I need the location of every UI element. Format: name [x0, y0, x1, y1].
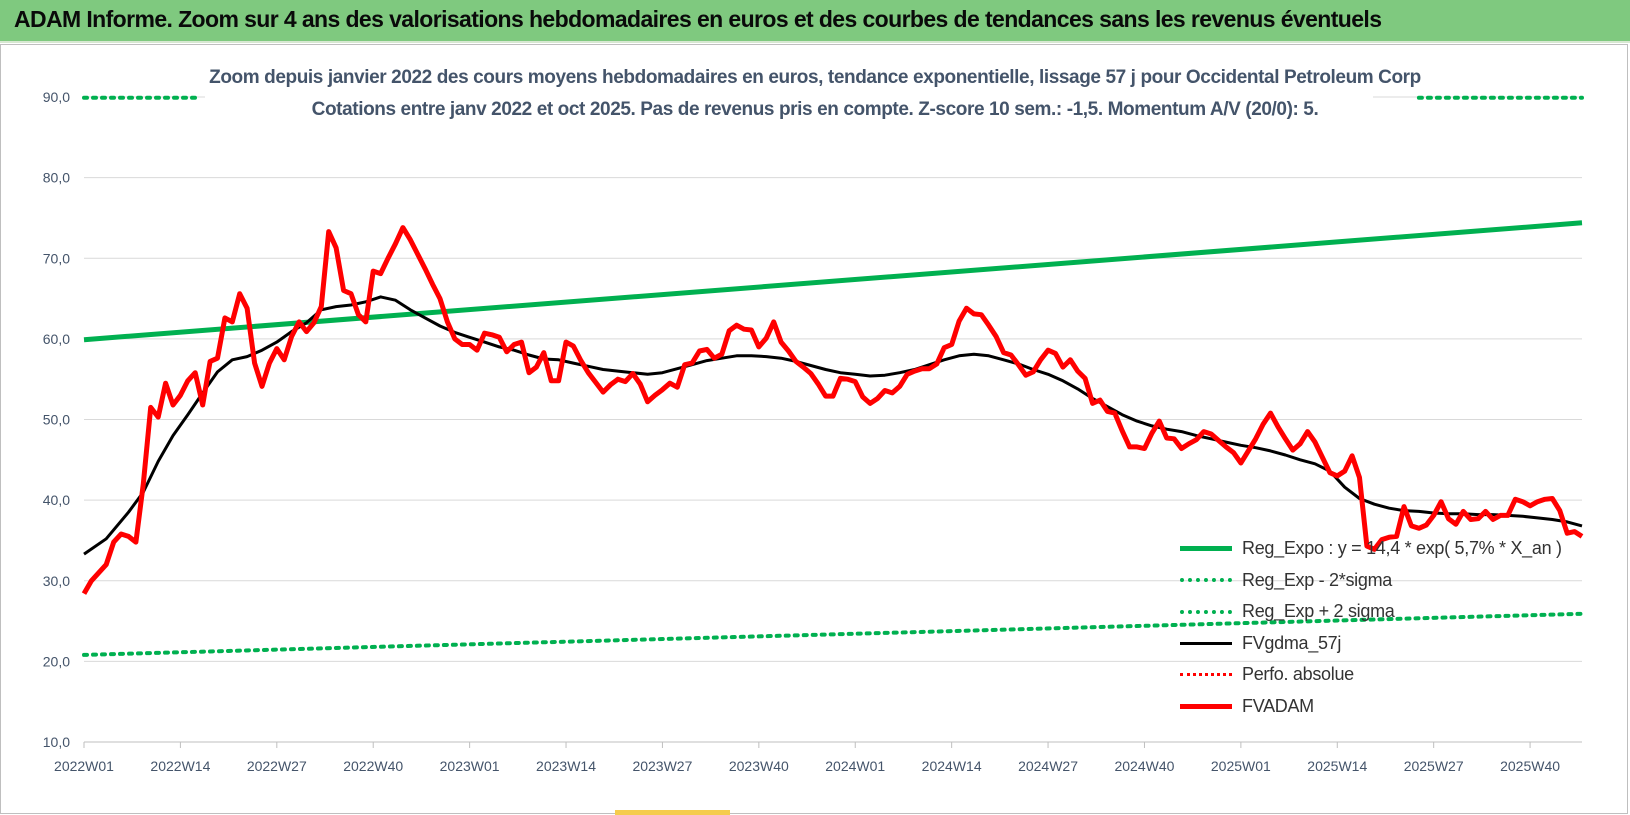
chart-frame	[0, 44, 1628, 814]
x-tick-label: 2024W27	[1018, 758, 1078, 774]
legend-label: FVgdma_57j	[1242, 632, 1342, 653]
legend-item: Perfo. absolue	[1180, 659, 1560, 691]
x-tick-label: 2022W27	[247, 758, 307, 774]
legend-swatch	[1180, 578, 1232, 583]
x-tick-label: 2023W40	[729, 758, 789, 774]
chart-title-background	[205, 62, 1373, 132]
legend-swatch	[1180, 546, 1232, 552]
legend-swatch	[1180, 673, 1232, 677]
x-tick-label: 2024W01	[825, 758, 885, 774]
legend-swatch	[1180, 641, 1232, 645]
series-line-5	[81, 225, 1584, 595]
x-tick-label: 2023W27	[632, 758, 692, 774]
bottom-marker	[615, 810, 730, 815]
series-group	[81, 95, 1584, 657]
x-tick-label: 2025W40	[1500, 758, 1560, 774]
y-tick-label: 10,0	[43, 734, 70, 750]
report-banner: ADAM Informe. Zoom sur 4 ans des valoris…	[0, 0, 1630, 43]
y-tick-label: 50,0	[43, 412, 70, 428]
y-tick-label: 60,0	[43, 331, 70, 347]
legend-item: Reg_Exp - 2*sigma	[1180, 565, 1560, 597]
x-tick-label: 2024W14	[922, 758, 982, 774]
x-tick-label: 2022W01	[54, 758, 114, 774]
y-tick-label: 70,0	[43, 250, 70, 266]
x-tick-label: 2023W01	[440, 758, 500, 774]
x-tick-label: 2025W01	[1211, 758, 1271, 774]
chart-legend: Reg_Expo : y = 14,4 * exp( 5,7% * X_an )…	[1180, 533, 1562, 723]
x-tick-label: 2024W40	[1114, 758, 1174, 774]
x-tick-label: 2023W14	[536, 758, 596, 774]
chart-subtitle: Cotations entre janv 2022 et oct 2025. P…	[311, 99, 1319, 120]
report-title: ADAM Informe. Zoom sur 4 ans des valoris…	[14, 6, 1382, 32]
series-line-3	[83, 295, 1583, 556]
legend-label: Reg_Exp + 2 sigma	[1242, 601, 1395, 622]
legend-label: Perfo. absolue	[1242, 664, 1354, 685]
legend-swatch	[1180, 703, 1232, 709]
legend-label: FVADAM	[1242, 695, 1314, 716]
y-tick-label: 80,0	[43, 170, 70, 186]
x-tick-label: 2022W14	[150, 758, 210, 774]
y-tick-label: 40,0	[43, 492, 70, 508]
legend-item: FVgdma_57j	[1180, 628, 1560, 660]
x-tick-label: 2025W27	[1404, 758, 1464, 774]
x-axis: 2022W01 2022W14 2022W27 2022W40 2023W01 2023W…	[54, 742, 1560, 774]
legend-item: FVADAM	[1180, 691, 1560, 723]
legend-item: Reg_Expo : y = 14,4 * exp( 5,7% * X_an )	[1180, 533, 1562, 565]
y-tick-label: 90,0	[43, 89, 70, 105]
series-line-0	[83, 220, 1583, 343]
legend-label: Reg_Exp - 2*sigma	[1242, 569, 1392, 590]
y-tick-label: 30,0	[43, 573, 70, 589]
series-line-1	[82, 611, 1584, 657]
legend-label: Reg_Expo : y = 14,4 * exp( 5,7% * X_an )	[1242, 538, 1562, 559]
x-tick-label: 2025W14	[1307, 758, 1367, 774]
chart-title: Zoom depuis janvier 2022 des cours moyen…	[209, 67, 1421, 88]
legend-item: Reg_Exp + 2 sigma	[1180, 596, 1560, 628]
x-tick-label: 2022W40	[343, 758, 403, 774]
y-axis: 10,0 20,0 30,0 40,0 50,0 60,0 70,0 80,0 90,0	[43, 89, 70, 750]
legend-swatch	[1180, 609, 1232, 614]
y-tick-label: 20,0	[43, 653, 70, 669]
